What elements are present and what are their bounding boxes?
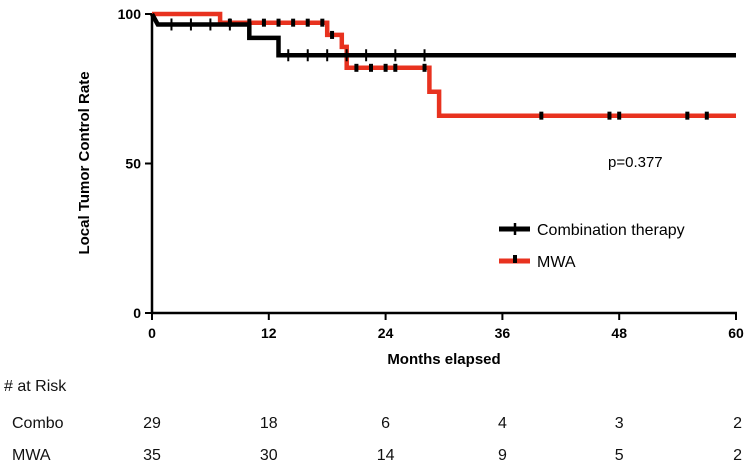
legend-censor-mwa — [513, 255, 517, 263]
risk-row-label-combo: Combo — [12, 415, 64, 432]
censor-mark-mwa — [607, 111, 612, 120]
x-tick-label: 24 — [378, 325, 394, 341]
risk-cell-mwa: 2 — [733, 447, 742, 464]
risk-cell-combo: 3 — [615, 415, 624, 432]
censor-mark-mwa — [617, 111, 622, 120]
x-tick-label: 60 — [728, 325, 744, 341]
legend-label-combination: Combination therapy — [537, 222, 685, 239]
risk-cell-combo: 6 — [381, 415, 390, 432]
y-tick-label: 0 — [133, 305, 141, 321]
risk-cell-mwa: 5 — [615, 447, 624, 464]
censor-mark-mwa — [539, 111, 544, 120]
x-tick-label: 12 — [261, 325, 277, 341]
risk-cell-mwa: 35 — [143, 447, 161, 464]
risk-cell-combo: 29 — [143, 415, 161, 432]
censor-mark-mwa — [354, 63, 359, 72]
x-tick-label: 36 — [495, 325, 511, 341]
risk-cell-mwa: 14 — [377, 447, 395, 464]
risk-table-title: # at Risk — [4, 378, 67, 395]
censor-mark-mwa — [685, 111, 690, 120]
censor-mark-mwa — [276, 18, 281, 27]
censor-mark-mwa — [330, 30, 335, 39]
risk-cell-combo: 4 — [498, 415, 507, 432]
censor-mark-mwa — [291, 18, 296, 27]
censor-mark-mwa — [422, 63, 427, 72]
y-axis-title: Local Tumor Control Rate — [76, 71, 93, 254]
x-tick-label: 48 — [611, 325, 627, 341]
y-tick-label: 50 — [125, 156, 141, 172]
curve-combination — [150, 12, 736, 58]
risk-row-label-mwa: MWA — [12, 447, 51, 464]
x-axis-title: Months elapsed — [387, 351, 500, 368]
censor-mark-mwa — [305, 18, 310, 27]
y-tick-label: 100 — [118, 6, 142, 22]
censor-mark-mwa — [320, 18, 325, 27]
risk-cell-combo: 18 — [260, 415, 278, 432]
risk-cell-combo: 2 — [733, 415, 742, 432]
legend-label-mwa: MWA — [537, 254, 576, 271]
p-value-annotation: p=0.377 — [608, 154, 663, 171]
censor-mark-mwa — [704, 111, 709, 120]
risk-cell-mwa: 30 — [260, 447, 278, 464]
risk-table: # at Risk Combo MWA 29 18 6 4 3 2 35 30 14 9 5 2 — [4, 378, 742, 464]
curve-mwa — [152, 11, 736, 118]
survival-curves — [150, 11, 736, 120]
risk-cell-mwa: 9 — [498, 447, 507, 464]
legend: Combination therapy MWA — [499, 222, 685, 271]
x-tick-label: 0 — [148, 325, 156, 341]
censor-mark-mwa — [393, 63, 398, 72]
axis-ticks: 0 12 24 36 48 60 0 50 100 — [118, 6, 744, 341]
censor-mark-mwa — [261, 18, 266, 27]
censor-mark-mwa — [383, 63, 388, 72]
risk-table-cells: 29 18 6 4 3 2 35 30 14 9 5 2 — [143, 415, 742, 464]
censor-mark-mwa — [369, 63, 373, 72]
